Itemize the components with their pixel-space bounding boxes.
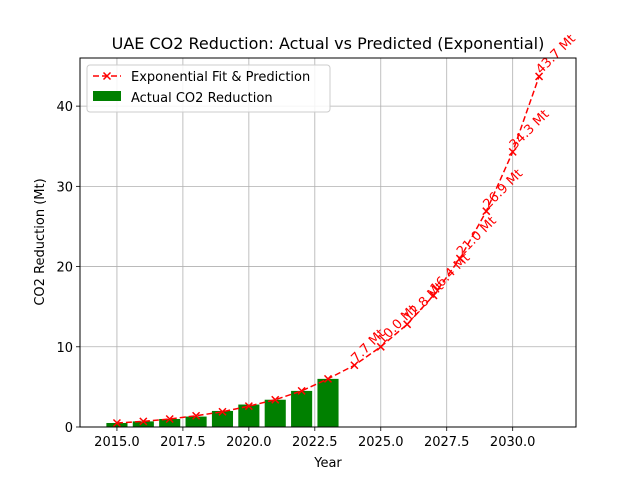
y-tick-label: 20 — [56, 261, 73, 276]
bar — [291, 390, 313, 427]
y-tick-label: 40 — [56, 100, 73, 115]
fit-point — [535, 72, 544, 81]
bars — [106, 378, 339, 427]
fit-line — [116, 76, 540, 424]
plot-frame — [79, 57, 577, 428]
bar — [106, 422, 128, 427]
y-tick-label: 0 — [65, 421, 73, 436]
bar — [211, 410, 234, 427]
x-tick-label: 2022.5 — [292, 435, 338, 450]
fit-point — [323, 374, 333, 383]
fit-point — [482, 207, 491, 216]
bar — [238, 404, 260, 427]
prediction-label: 21.0 Mt — [454, 214, 500, 260]
x-tick-label: 2020.0 — [226, 435, 272, 450]
x-axis-label: Year — [313, 456, 342, 471]
y-tick-label: 10 — [56, 341, 73, 356]
legend-bar-label: Actual CO2 Reduction — [131, 91, 273, 106]
fit-point — [297, 386, 306, 395]
bar — [185, 416, 207, 427]
y-axis-label: CO2 Reduction (Mt) — [33, 178, 48, 305]
legend: Exponential Fit & Prediction Actual CO2 … — [86, 64, 331, 113]
legend-fit-label: Exponential Fit & Prediction — [131, 70, 310, 85]
fit-point — [508, 147, 517, 156]
legend-fit-marker — [102, 71, 112, 81]
bar — [132, 421, 154, 427]
fit-point — [455, 254, 464, 263]
fit-point — [218, 407, 227, 416]
x-axis-ticks: 2015.0 2017.5 2020.0 2022.5 2025.0 2027.5 2030… — [94, 427, 535, 450]
y-tick-label: 30 — [56, 180, 73, 195]
x-tick-label: 2030.0 — [490, 435, 536, 450]
fit-point — [165, 414, 174, 424]
x-tick-label: 2025.0 — [358, 435, 404, 450]
bar — [264, 399, 286, 427]
fit-point — [244, 402, 253, 411]
fit-series — [112, 72, 544, 428]
x-tick-label: 2027.5 — [424, 435, 470, 450]
x-tick-label: 2015.0 — [94, 435, 140, 450]
bar — [159, 418, 181, 427]
fit-point — [139, 417, 148, 426]
grid — [80, 58, 576, 428]
fit-point — [350, 361, 359, 370]
fit-point — [403, 320, 412, 329]
x-tick-label: 2017.5 — [160, 435, 206, 450]
bar — [317, 378, 339, 427]
prediction-label: 26.9 Mt — [481, 167, 527, 213]
fit-point — [429, 291, 438, 300]
fit-point — [376, 342, 385, 351]
legend-bar-swatch — [93, 91, 121, 101]
legend-frame — [86, 64, 331, 113]
y-axis-ticks: 0 10 20 30 40 — [56, 100, 80, 436]
chart-title: UAE CO2 Reduction: Actual vs Predicted (… — [112, 34, 545, 53]
fit-point — [192, 411, 201, 420]
fit-point — [271, 395, 280, 404]
fit-point — [112, 418, 121, 428]
prediction-label: 34.3 Mt — [507, 107, 553, 153]
